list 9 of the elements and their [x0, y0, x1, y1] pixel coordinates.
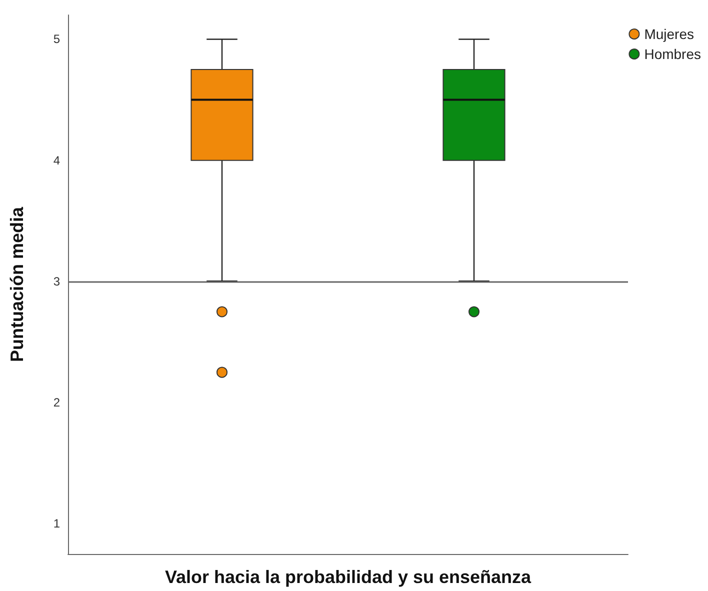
- y-axis-title: Puntuación media: [7, 206, 27, 362]
- y-tick-label: 4: [53, 153, 60, 168]
- x-axis-title: Valor hacia la probabilidad y su enseñanza: [164, 567, 532, 587]
- legend-label: Hombres: [644, 46, 702, 62]
- y-tick-label: 5: [53, 32, 60, 46]
- y-tick-label: 2: [53, 396, 60, 410]
- y-tick-label: 3: [53, 274, 60, 288]
- y-tick-label: 1: [53, 516, 60, 531]
- legend-label: Mujeres: [644, 26, 694, 42]
